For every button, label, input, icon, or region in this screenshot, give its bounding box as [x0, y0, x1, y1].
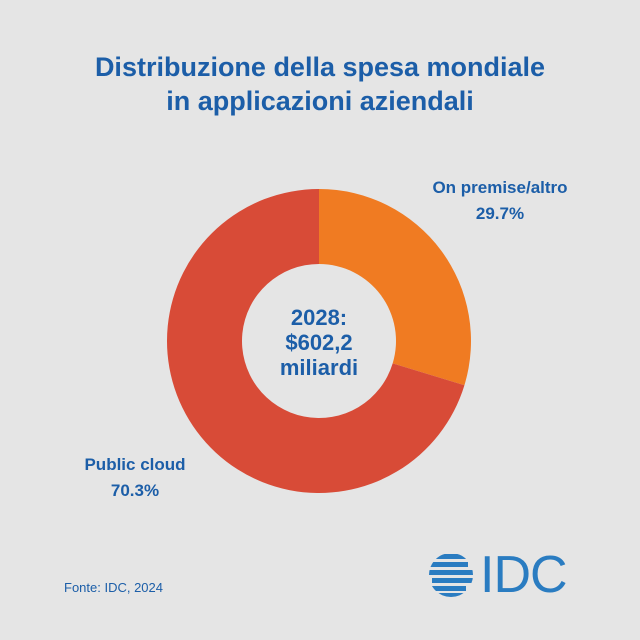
donut-slice-public-cloud [167, 189, 465, 493]
donut-slice-on-premise-altro [319, 189, 471, 386]
logo-text: IDC [480, 546, 568, 604]
center-unit: miliardi [279, 355, 359, 380]
slice-label-name: Public cloud [84, 455, 186, 474]
slice-label-value: 29.7% [475, 204, 525, 223]
slice-label-value: 70.3% [110, 481, 160, 500]
title-line-1: Distribuzione della spesa mondiale [94, 52, 546, 82]
slice-label-public-cloud: Public cloud 70.3% [70, 452, 200, 504]
slice-label-on-premise: On premise/altro 29.7% [420, 175, 580, 227]
slice-label-name: On premise/altro [432, 178, 568, 197]
center-label: 2028: $602,2 miliardi [239, 305, 399, 380]
center-year: 2028: [290, 305, 348, 330]
center-amount: $602,2 [285, 330, 353, 355]
title-line-2: in applicazioni aziendali [166, 86, 474, 116]
idc-globe-icon [429, 554, 473, 597]
idc-logo: IDC [428, 546, 568, 604]
chart-title: Distribuzione della spesa mondiale in ap… [0, 50, 640, 118]
source-note: Fonte: IDC, 2024 [64, 580, 163, 595]
